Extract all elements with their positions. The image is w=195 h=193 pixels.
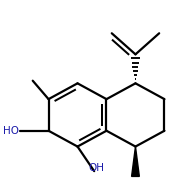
Text: OH: OH	[88, 163, 104, 173]
Text: HO: HO	[3, 126, 19, 136]
Polygon shape	[132, 146, 139, 176]
